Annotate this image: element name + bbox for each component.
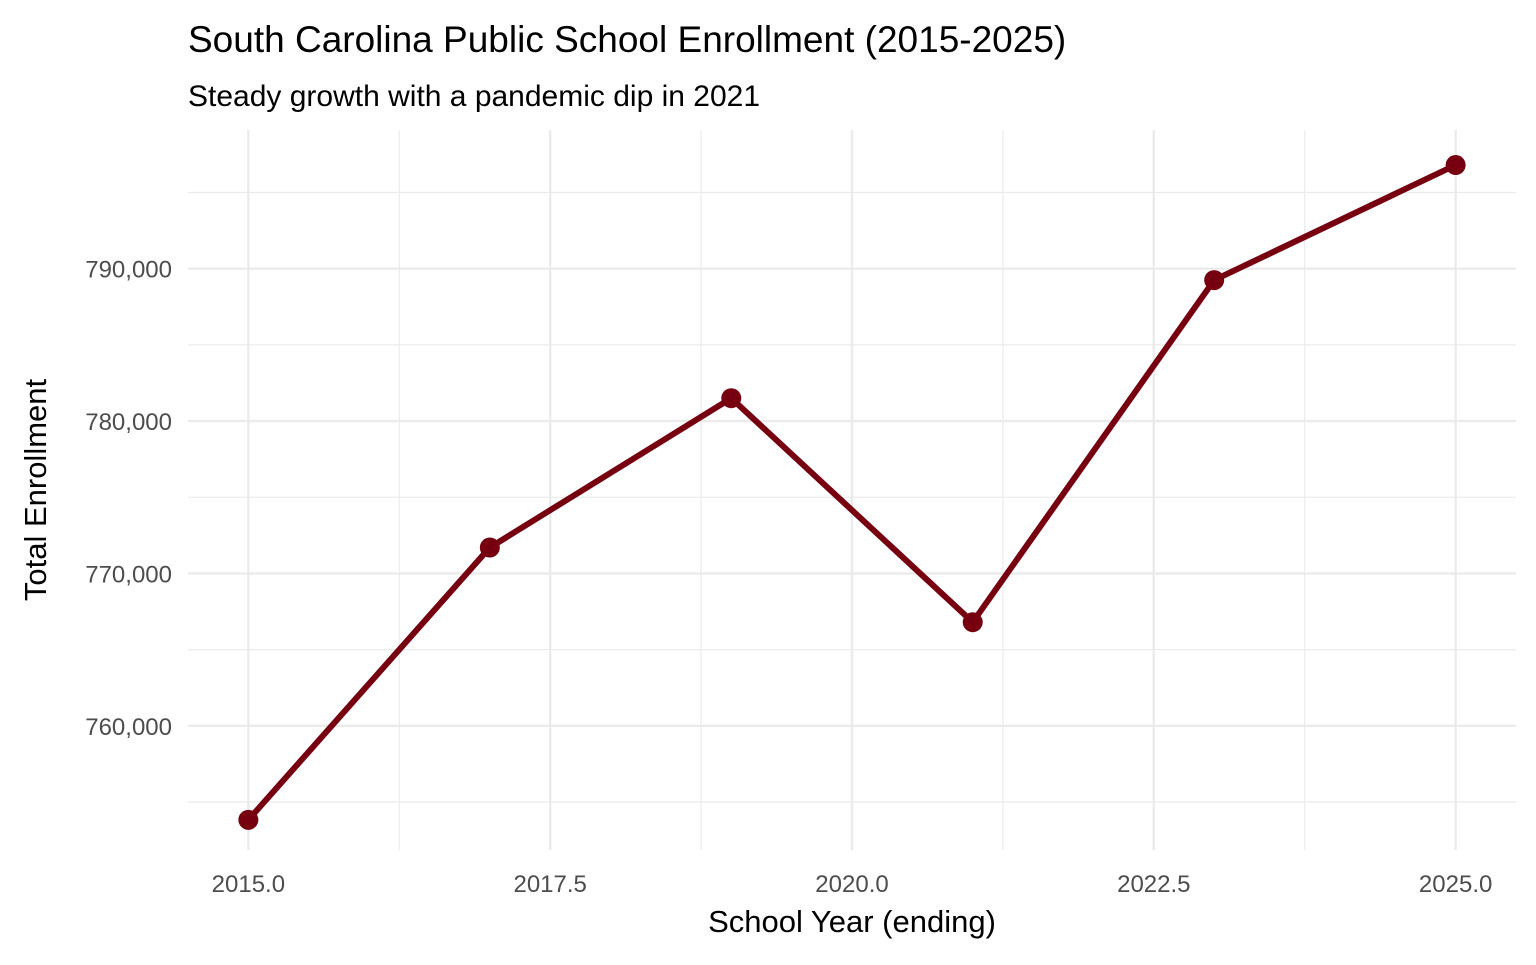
series-line [246,162,1457,822]
series [238,155,1466,830]
y-tick-label: 790,000 [85,257,172,284]
data-point [962,612,983,633]
y-tick-label: 760,000 [85,714,172,741]
x-axis-label: School Year (ending) [708,904,996,939]
data-point [238,809,259,830]
x-tick-label: 2015.0 [212,871,285,898]
x-tick-label: 2020.0 [815,871,888,898]
x-axis-ticks: 2015.0 2017.5 2020.0 2022.5 2025.0 [212,871,1493,898]
chart-subtitle: Steady growth with a pandemic dip in 202… [188,80,760,113]
chart-title: South Carolina Public School Enrollment … [188,19,1066,60]
y-axis-ticks: 760,000 770,000 780,000 790,000 [85,257,172,741]
y-tick-label: 770,000 [85,561,172,588]
data-point [1204,270,1225,291]
data-point [1445,155,1466,176]
x-tick-label: 2017.5 [513,871,586,898]
x-tick-label: 2025.0 [1419,871,1492,898]
data-point [721,388,742,409]
grid [188,130,1516,850]
data-point [479,537,500,558]
y-axis-label: Total Enrollment [18,378,53,601]
y-tick-label: 780,000 [85,409,172,436]
x-tick-label: 2022.5 [1117,871,1190,898]
